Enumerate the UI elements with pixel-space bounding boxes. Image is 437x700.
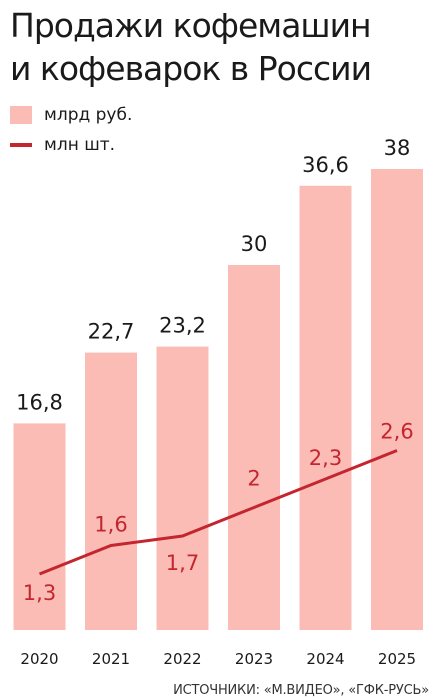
bar-label-2024: 36,6 bbox=[302, 153, 349, 177]
legend-item-line: млн шт. bbox=[10, 130, 132, 160]
source-note: ИСТОЧНИКИ: «М.ВИДЕО», «ГФК-РУСЬ» bbox=[173, 683, 429, 698]
x-tick-2020: 2020 bbox=[20, 650, 58, 668]
line-path bbox=[38, 449, 398, 576]
line-label-2025: 2,6 bbox=[380, 420, 413, 444]
line-label-2023: 2 bbox=[247, 467, 260, 491]
bar-2021 bbox=[85, 352, 137, 630]
legend-line-swatch bbox=[10, 143, 32, 147]
bar-2024 bbox=[299, 185, 352, 631]
chart-title-line-2: и кофеварок в России bbox=[10, 49, 372, 88]
legend: млрд руб. млн шт. bbox=[10, 100, 132, 160]
bar-2022 bbox=[156, 346, 209, 630]
bar-series bbox=[13, 169, 423, 631]
line-value-labels: 1,3 1,6 1,7 2 2,3 2,6 bbox=[23, 420, 414, 606]
legend-item-bars: млрд руб. bbox=[10, 100, 132, 130]
line-label-2021: 1,6 bbox=[94, 513, 127, 537]
legend-label-line: млн шт. bbox=[44, 135, 116, 155]
x-axis-tick-labels: 2020 2021 2022 2023 2024 2025 bbox=[20, 650, 416, 668]
x-tick-2024: 2024 bbox=[306, 650, 344, 668]
line-label-2022: 1,7 bbox=[166, 551, 199, 575]
bar-label-2022: 23,2 bbox=[159, 314, 206, 338]
bar-2025 bbox=[371, 169, 423, 630]
x-tick-2023: 2023 bbox=[235, 650, 273, 668]
bar-2023 bbox=[228, 265, 280, 630]
bar-label-2020: 16,8 bbox=[16, 390, 63, 414]
bar-value-labels: 16,8 22,7 23,2 30 36,6 38 bbox=[16, 136, 410, 414]
x-tick-2021: 2021 bbox=[92, 650, 130, 668]
line-label-2024: 2,3 bbox=[309, 446, 342, 470]
bar-label-2021: 22,7 bbox=[88, 320, 135, 344]
bar-2020 bbox=[13, 423, 66, 630]
line-label-2020: 1,3 bbox=[23, 581, 56, 605]
chart-title-line-1: Продажи кофемашин bbox=[10, 6, 372, 45]
legend-bar-swatch bbox=[10, 106, 32, 124]
legend-label-bars: млрд руб. bbox=[44, 105, 133, 125]
chart-title: Продажи кофемашин и кофеварок в России bbox=[10, 4, 435, 90]
line-series bbox=[38, 449, 398, 576]
x-tick-2025: 2025 bbox=[378, 650, 416, 668]
bar-label-2025: 38 bbox=[384, 136, 411, 160]
x-tick-2022: 2022 bbox=[163, 650, 201, 668]
bar-label-2023: 30 bbox=[241, 232, 268, 256]
